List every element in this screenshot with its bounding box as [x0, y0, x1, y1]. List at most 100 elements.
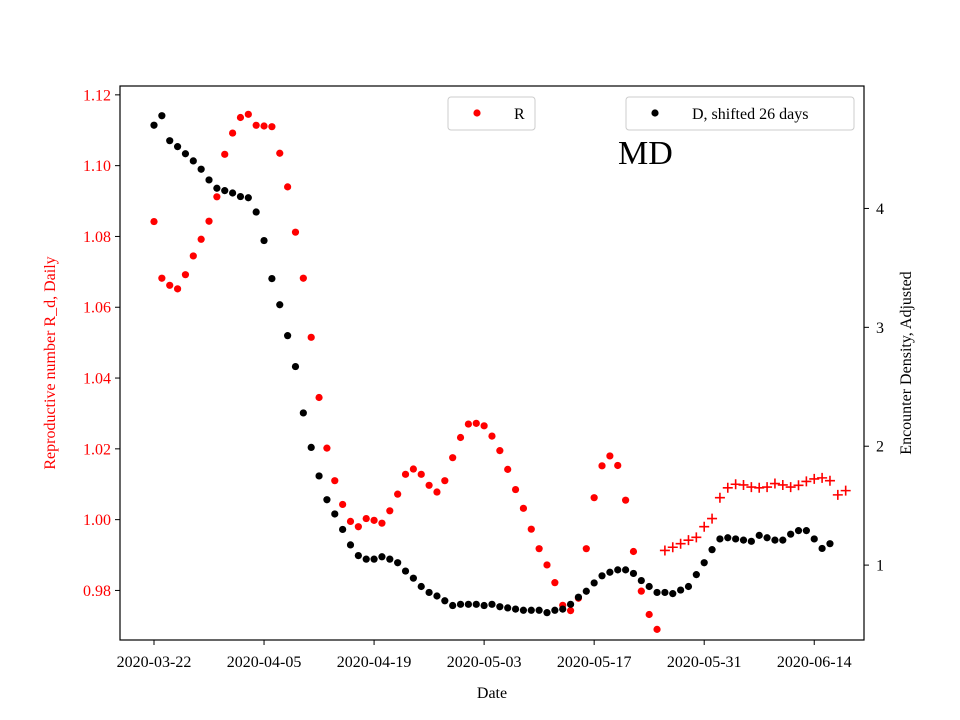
right-y-tick-label: 3 — [876, 320, 884, 337]
r-projected-point — [785, 482, 796, 493]
d-point — [606, 568, 614, 576]
d-point — [637, 576, 645, 585]
d-point — [425, 588, 433, 597]
r-point — [331, 477, 339, 485]
x-tick-label: 2020-05-17 — [557, 654, 632, 671]
r-point — [299, 274, 307, 282]
r-point — [606, 452, 614, 460]
d-point — [669, 590, 677, 598]
r-point — [590, 494, 598, 502]
d-point — [229, 189, 237, 197]
r-point — [472, 419, 480, 427]
r-point — [221, 150, 229, 158]
d-point — [307, 443, 315, 452]
d-point — [653, 588, 661, 597]
d-point — [339, 525, 347, 534]
d-point — [661, 588, 669, 597]
d-point — [189, 157, 197, 165]
x-axis: 2020-03-22 2020-04-05 2020-04-19 2020-05-03… — [117, 640, 852, 671]
d-point — [386, 555, 394, 563]
r-point — [213, 193, 221, 201]
d-point — [213, 184, 221, 192]
r-point — [150, 217, 158, 226]
right-y-tick-label: 1 — [876, 558, 884, 575]
x-tick-label: 2020-03-22 — [117, 654, 192, 671]
r-projected-point — [801, 476, 812, 487]
plot-area — [120, 86, 864, 640]
legend-r: R — [447, 96, 536, 131]
r-point — [511, 485, 520, 494]
d-point — [370, 555, 378, 563]
r-point — [205, 217, 213, 225]
legend-r-box — [447, 96, 536, 131]
r-point — [173, 285, 182, 293]
r-projected-point — [840, 485, 851, 496]
left-y-tick-label: 1.06 — [83, 300, 111, 317]
left-y-tick-label: 1.00 — [83, 512, 111, 529]
d-point — [449, 601, 457, 610]
d-point — [677, 586, 685, 594]
r-point — [166, 281, 174, 289]
r-point — [519, 504, 528, 512]
d-point — [582, 587, 590, 595]
d-point — [394, 559, 402, 567]
d-point — [276, 301, 284, 309]
d-point — [480, 601, 488, 610]
d-point — [496, 603, 504, 611]
r-point — [236, 113, 245, 122]
d-point — [645, 582, 653, 591]
r-point — [582, 545, 590, 553]
r-observed-series — [150, 110, 661, 633]
r-point — [551, 579, 559, 587]
d-point — [527, 606, 535, 614]
r-point — [252, 121, 260, 129]
r-point — [307, 333, 315, 341]
r-point — [441, 477, 449, 485]
r-projected-point — [675, 538, 686, 549]
d-series — [150, 112, 834, 617]
legend-r-marker — [473, 109, 481, 117]
d-point — [150, 121, 158, 129]
r-projected-point — [659, 545, 670, 556]
r-point — [488, 432, 496, 440]
r-point — [425, 481, 433, 489]
left-y-tick-label: 1.02 — [83, 441, 111, 458]
d-point — [511, 605, 520, 613]
d-point — [181, 150, 190, 158]
r-point — [433, 488, 441, 496]
d-point — [724, 534, 732, 542]
r-projected-point — [777, 479, 788, 490]
d-point — [802, 527, 810, 535]
r-point — [276, 149, 284, 157]
r-point — [378, 519, 386, 527]
r-point — [339, 500, 347, 509]
d-point — [755, 531, 763, 539]
r-point — [449, 454, 457, 462]
left-y-tick-label: 1.10 — [83, 158, 111, 175]
d-point — [378, 553, 386, 561]
r-point — [653, 625, 661, 633]
x-tick-label: 2020-04-19 — [337, 654, 412, 671]
r-point — [394, 490, 402, 498]
d-point — [409, 574, 417, 582]
x-tick-label: 2020-05-31 — [667, 654, 742, 671]
d-point — [362, 555, 370, 563]
r-point — [622, 496, 630, 504]
r-point — [614, 461, 622, 470]
d-point — [260, 236, 268, 245]
d-point — [464, 600, 472, 608]
d-point — [700, 559, 708, 567]
r-projected-point — [722, 482, 733, 493]
r-projected-series — [659, 472, 851, 556]
r-point — [291, 228, 300, 236]
d-point — [763, 534, 771, 542]
d-point — [787, 530, 795, 538]
left-y-tick-label: 1.08 — [83, 229, 111, 246]
r-point — [181, 271, 190, 279]
r-projected-point — [699, 521, 710, 532]
plot-frame — [119, 85, 865, 641]
d-point — [551, 606, 559, 614]
r-point — [346, 517, 355, 526]
right-y-tick-label: 2 — [876, 439, 884, 456]
r-point — [598, 462, 606, 470]
